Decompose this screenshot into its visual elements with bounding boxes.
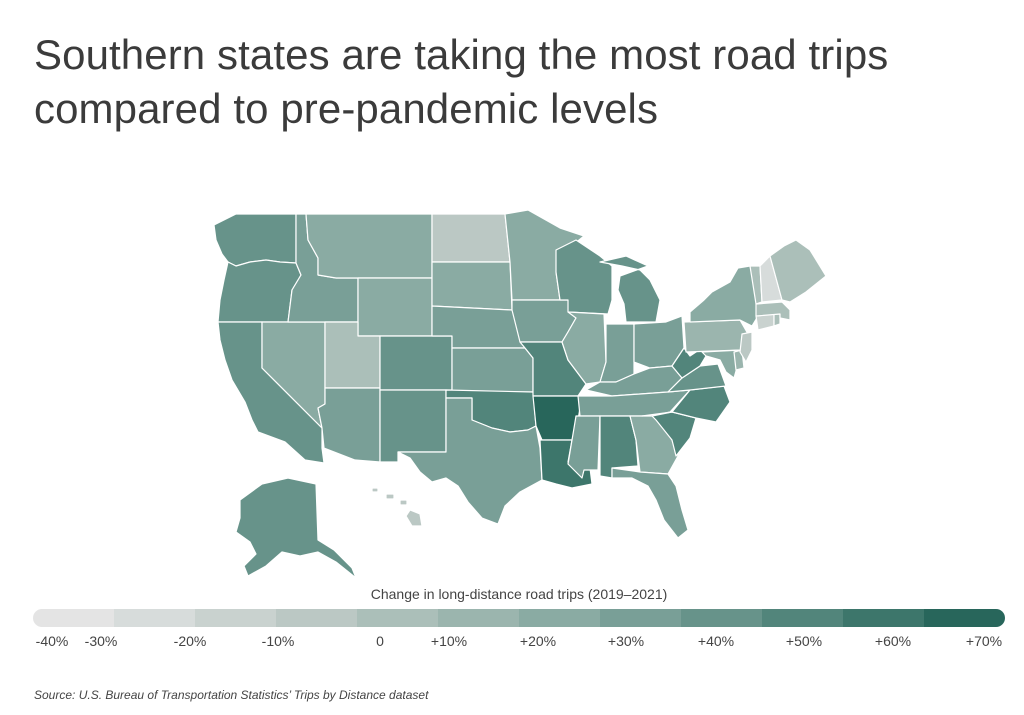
state-oregon[interactable]: [217, 259, 302, 323]
state-illinois[interactable]: [561, 311, 607, 385]
state-north-carolina[interactable]: [641, 385, 731, 423]
state-new-mexico[interactable]: [379, 389, 447, 463]
page-title: Southern states are taking the most road…: [34, 31, 889, 132]
legend-title: Change in long-distance road trips (2019…: [370, 586, 668, 602]
legend-swatch: [195, 609, 276, 627]
legend-color-scale: [33, 609, 1005, 627]
state-new-jersey[interactable]: [739, 331, 753, 363]
state-texas[interactable]: [397, 397, 543, 525]
state-rhode-island[interactable]: [773, 313, 781, 327]
state-hawaii[interactable]: [371, 487, 423, 527]
state-new-york[interactable]: [689, 265, 759, 327]
state-massachusetts[interactable]: [755, 301, 791, 321]
legend-tick-label: -20%: [173, 633, 207, 649]
legend-swatch: [276, 609, 357, 627]
state-wyoming[interactable]: [357, 277, 433, 337]
state-maine[interactable]: [769, 239, 827, 303]
legend-swatch: [600, 609, 681, 627]
legend-swatch: [33, 609, 114, 627]
legend-tick-label: -30%: [84, 633, 118, 649]
state-washington[interactable]: [213, 213, 297, 267]
legend-swatch: [681, 609, 762, 627]
state-arizona[interactable]: [317, 387, 381, 463]
legend-tick-label: -40%: [35, 633, 69, 649]
legend-tick-label: +60%: [874, 633, 912, 649]
legend-tick-label: 0: [376, 633, 384, 649]
state-colorado[interactable]: [379, 335, 453, 391]
legend-swatch: [357, 609, 438, 627]
state-kansas[interactable]: [451, 347, 534, 393]
legend-ticks: -40% -30% -20% -10% 0 +10% +20% +30% +40% +50% +60…: [0, 633, 1024, 653]
legend-tick-label: +50%: [785, 633, 823, 649]
state-florida[interactable]: [611, 467, 689, 539]
legend-swatch: [519, 609, 600, 627]
states-layer: [213, 209, 827, 579]
legend-swatch: [924, 609, 1005, 627]
source-note: Source: U.S. Bureau of Transportation St…: [34, 688, 429, 702]
legend-tick-label: +20%: [519, 633, 557, 649]
state-montana[interactable]: [305, 213, 433, 279]
state-connecticut[interactable]: [755, 313, 775, 331]
state-south-dakota[interactable]: [431, 261, 513, 311]
legend-swatch: [438, 609, 519, 627]
state-alaska[interactable]: [235, 477, 357, 579]
legend-swatch: [843, 609, 924, 627]
legend-tick-label: -10%: [261, 633, 295, 649]
state-michigan[interactable]: [599, 255, 661, 323]
legend-tick-label: +40%: [697, 633, 735, 649]
legend-tick-label: +70%: [965, 633, 1003, 649]
legend-tick-label: +10%: [430, 633, 468, 649]
legend-tick-label: +30%: [607, 633, 645, 649]
legend-swatch: [762, 609, 843, 627]
state-pennsylvania[interactable]: [683, 319, 749, 353]
legend-swatch: [114, 609, 195, 627]
state-wisconsin[interactable]: [555, 239, 613, 315]
state-north-dakota[interactable]: [431, 213, 511, 263]
